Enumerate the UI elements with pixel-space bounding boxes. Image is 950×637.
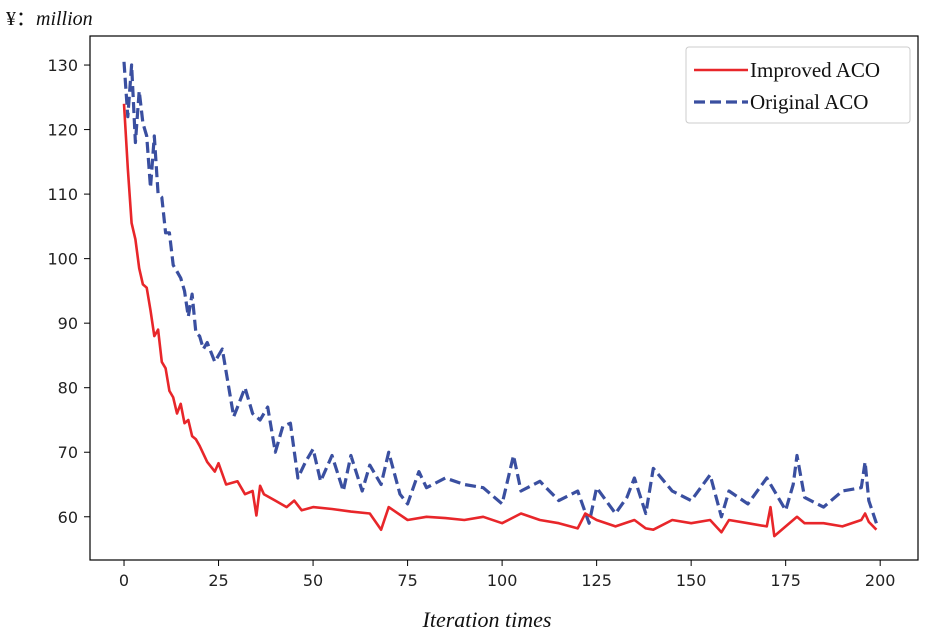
series-layer — [122, 61, 878, 538]
x-tick-label: 50 — [303, 571, 323, 590]
y-tick-label: 80 — [58, 379, 78, 398]
x-tick-label: 125 — [581, 571, 612, 590]
y-tick-label: 120 — [47, 121, 78, 140]
y-tick-label: 70 — [58, 443, 78, 462]
y-tick-label: 110 — [47, 185, 78, 204]
y-axis-unit-symbol: ¥： — [6, 8, 36, 30]
x-axis-title: Iteration times — [422, 607, 552, 632]
x-tick-label: 200 — [865, 571, 896, 590]
series-line-original-aco — [122, 61, 878, 525]
x-tick-label: 175 — [770, 571, 801, 590]
x-tick-label: 100 — [487, 571, 518, 590]
legend-label: Original ACO — [750, 90, 868, 114]
x-tick-label: 25 — [208, 571, 228, 590]
x-axis: 0 25 50 75 100 125 150 175 200 — [119, 560, 896, 590]
y-tick-label: 100 — [47, 250, 78, 269]
legend-label: Improved ACO — [750, 58, 880, 82]
legend: Improved ACO Original ACO — [685, 46, 911, 124]
y-axis-unit-word: million — [36, 8, 93, 30]
x-tick-label: 150 — [676, 571, 707, 590]
series-line-improved-aco — [122, 103, 878, 538]
y-axis-unit-label: ¥：million — [6, 8, 93, 30]
y-axis: 60 70 80 90 100 110 120 130 — [47, 56, 90, 527]
x-tick-label: 75 — [397, 571, 417, 590]
legend-box — [685, 46, 911, 124]
y-tick-label: 130 — [47, 56, 78, 75]
y-tick-label: 60 — [58, 508, 78, 527]
x-tick-label: 0 — [119, 571, 129, 590]
y-tick-label: 90 — [58, 314, 78, 333]
